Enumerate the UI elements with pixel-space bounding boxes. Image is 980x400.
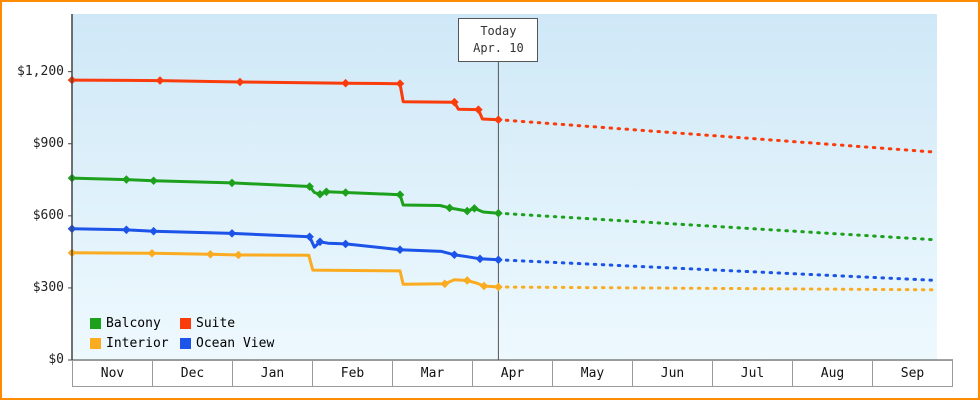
- legend-swatch-ocean-view-icon: [180, 337, 191, 349]
- y-axis-label: $300: [32, 279, 64, 295]
- series-suite-line: [71, 78, 499, 122]
- y-axis-label: $1,200: [17, 63, 64, 79]
- legend-swatch-balcony-icon: [90, 317, 101, 329]
- month-axis-row: Nov Dec Jan Feb Mar Apr May Jun Jul Aug Sep: [72, 360, 953, 387]
- month-cell-aug: Aug: [792, 360, 873, 387]
- month-cell-may: May: [552, 360, 633, 387]
- legend-label-balcony: Balcony: [106, 315, 161, 331]
- today-label-line1: Today: [480, 24, 517, 38]
- legend-item-suite: Suite: [180, 316, 235, 331]
- y-axis-label: $900: [32, 135, 64, 151]
- legend-label-suite: Suite: [196, 315, 236, 331]
- legend-item-balcony: Balcony: [90, 316, 180, 331]
- month-cell-dec: Dec: [152, 360, 233, 387]
- series-suite-projection: [496, 118, 934, 154]
- month-cell-jan: Jan: [232, 360, 313, 387]
- series-interior-projection: [496, 285, 934, 292]
- legend-swatch-suite-icon: [180, 317, 191, 329]
- series-ocean-view-line: [71, 227, 499, 262]
- legend-label-interior: Interior: [106, 335, 169, 351]
- legend-label-ocean-view: Ocean View: [196, 335, 275, 351]
- month-cell-jul: Jul: [712, 360, 793, 387]
- y-axis-label: $600: [32, 207, 64, 223]
- month-cell-jun: Jun: [632, 360, 713, 387]
- legend-row: Balcony Suite: [90, 313, 274, 333]
- month-cell-feb: Feb: [312, 360, 393, 387]
- today-marker-box: Today Apr. 10: [458, 18, 539, 62]
- month-cell-apr: Apr: [472, 360, 553, 387]
- legend-row: Interior Ocean View: [90, 333, 274, 353]
- series-balcony-projection: [496, 211, 934, 242]
- legend-swatch-interior-icon: [90, 337, 101, 349]
- plot-background: [72, 14, 937, 360]
- legend-item-interior: Interior: [90, 336, 180, 351]
- today-label-line2: Apr. 10: [473, 41, 524, 55]
- series-ocean-view-projection: [496, 258, 934, 282]
- legend-item-ocean-view: Ocean View: [180, 336, 274, 351]
- series-interior-line: [71, 251, 499, 289]
- month-cell-mar: Mar: [392, 360, 473, 387]
- legend: Balcony Suite Interior Ocean View: [90, 313, 274, 353]
- month-cell-nov: Nov: [72, 360, 153, 387]
- month-cell-sep: Sep: [872, 360, 953, 387]
- y-axis-label: $0: [48, 352, 64, 367]
